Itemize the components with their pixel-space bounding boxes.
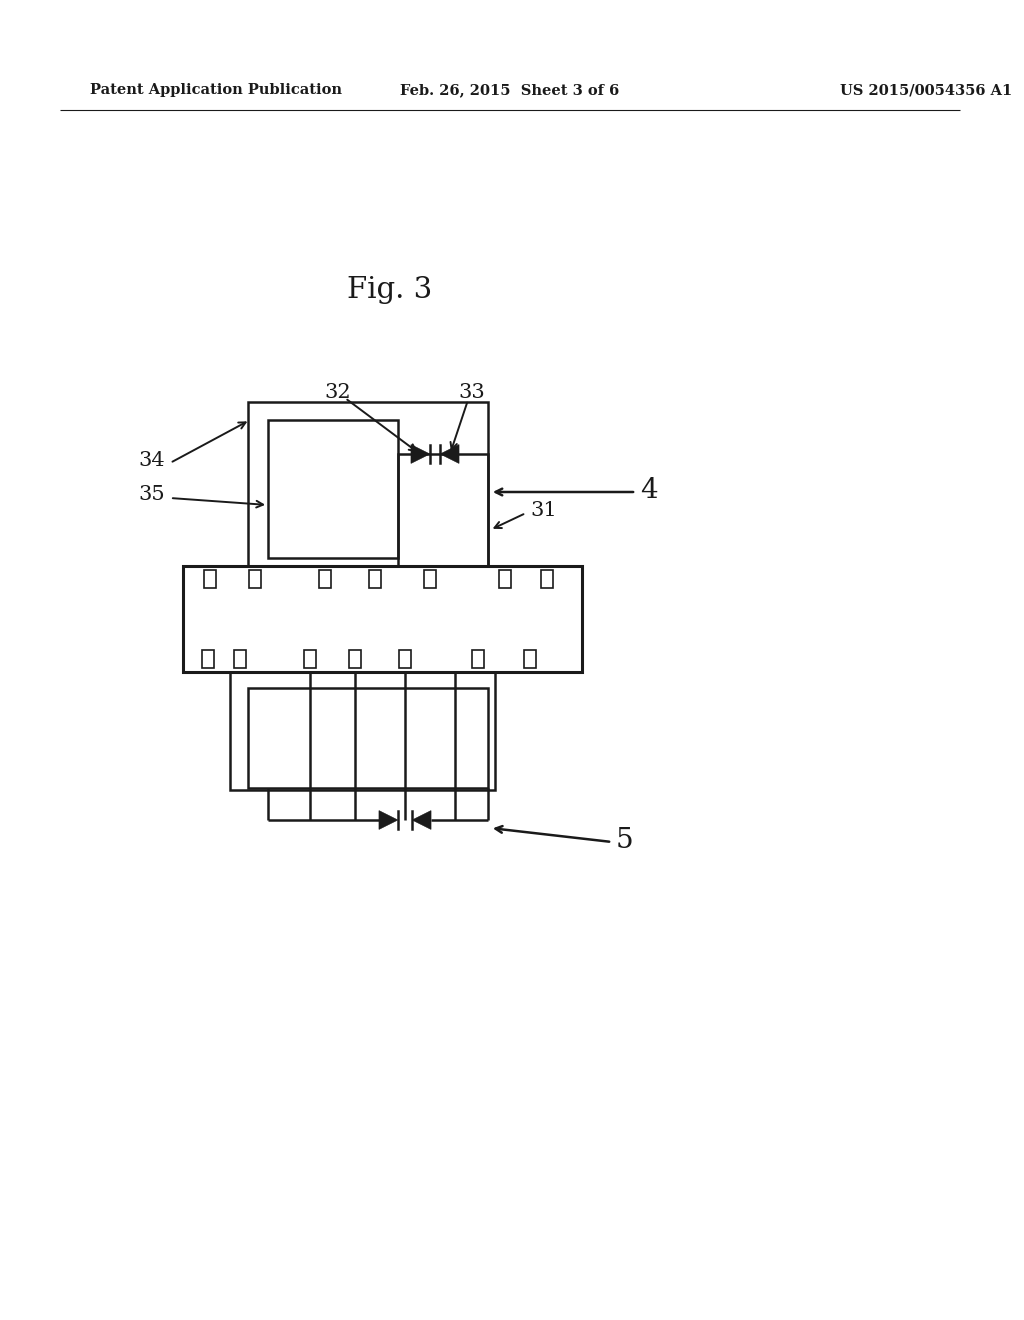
Polygon shape <box>440 445 459 463</box>
Bar <box>398 454 488 566</box>
Bar <box>234 649 246 668</box>
Text: 4: 4 <box>640 477 657 503</box>
Bar <box>472 649 484 668</box>
Bar <box>399 649 411 668</box>
Polygon shape <box>413 810 431 829</box>
Bar <box>183 566 582 672</box>
Bar <box>524 649 536 668</box>
Bar <box>424 570 436 587</box>
Text: 31: 31 <box>530 500 557 520</box>
Bar <box>349 649 361 668</box>
Bar <box>268 420 398 558</box>
Bar <box>249 570 261 587</box>
Text: 35: 35 <box>138 486 165 504</box>
Bar <box>202 649 214 668</box>
Bar <box>248 403 488 566</box>
Bar <box>204 570 216 587</box>
Text: 34: 34 <box>138 450 165 470</box>
Text: Patent Application Publication: Patent Application Publication <box>90 83 342 96</box>
Bar <box>248 688 488 788</box>
Text: 32: 32 <box>325 383 351 401</box>
Text: Fig. 3: Fig. 3 <box>347 276 432 304</box>
Bar <box>304 649 316 668</box>
Bar <box>541 570 553 587</box>
Bar <box>230 672 495 789</box>
Text: US 2015/0054356 A1: US 2015/0054356 A1 <box>840 83 1013 96</box>
Polygon shape <box>379 810 397 829</box>
Text: 33: 33 <box>459 383 485 401</box>
Polygon shape <box>411 445 430 463</box>
Bar <box>369 570 381 587</box>
Text: Feb. 26, 2015  Sheet 3 of 6: Feb. 26, 2015 Sheet 3 of 6 <box>400 83 620 96</box>
Bar <box>499 570 511 587</box>
Bar <box>319 570 331 587</box>
Text: 5: 5 <box>616 826 634 854</box>
